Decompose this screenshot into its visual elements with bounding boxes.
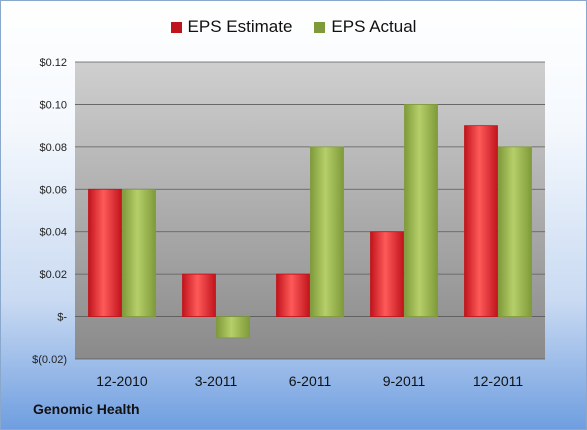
bar-eps-actual bbox=[122, 188, 156, 317]
bar-eps-estimate bbox=[182, 273, 216, 317]
legend-swatch-actual bbox=[314, 21, 326, 33]
y-tick-label: $0.12 bbox=[39, 57, 67, 69]
legend: EPS Estimate EPS Actual bbox=[0, 17, 587, 37]
x-tick-label: 12-2011 bbox=[473, 373, 524, 389]
bar-eps-actual bbox=[216, 316, 250, 339]
bar-eps-estimate bbox=[88, 188, 122, 317]
y-tick-label: $0.06 bbox=[39, 184, 67, 196]
y-tick-label: $0.02 bbox=[39, 269, 67, 281]
y-tick-label: $0.08 bbox=[39, 142, 67, 154]
legend-label-estimate: EPS Estimate bbox=[187, 17, 293, 36]
y-tick-label: $0.04 bbox=[39, 227, 67, 239]
bar-eps-actual bbox=[310, 146, 344, 317]
x-tick-label: 12-2010 bbox=[96, 373, 148, 389]
legend-item-estimate: EPS Estimate bbox=[170, 17, 293, 37]
company-name: Genomic Health bbox=[33, 401, 140, 417]
bar-eps-actual bbox=[404, 104, 438, 317]
legend-swatch-estimate bbox=[170, 21, 182, 33]
y-tick-label: $(0.02) bbox=[32, 354, 67, 366]
bar-eps-actual bbox=[498, 146, 532, 317]
legend-item-actual: EPS Actual bbox=[314, 17, 416, 37]
bar-eps-estimate bbox=[464, 125, 498, 317]
legend-label-actual: EPS Actual bbox=[331, 17, 417, 36]
x-tick-label: 3-2011 bbox=[195, 373, 238, 389]
bar-eps-estimate bbox=[276, 273, 310, 317]
y-tick-label: $0.10 bbox=[39, 99, 67, 111]
x-tick-label: 6-2011 bbox=[289, 373, 332, 389]
y-tick-label: $- bbox=[57, 312, 67, 324]
bar-eps-estimate bbox=[370, 231, 404, 317]
x-tick-label: 9-2011 bbox=[383, 373, 426, 389]
